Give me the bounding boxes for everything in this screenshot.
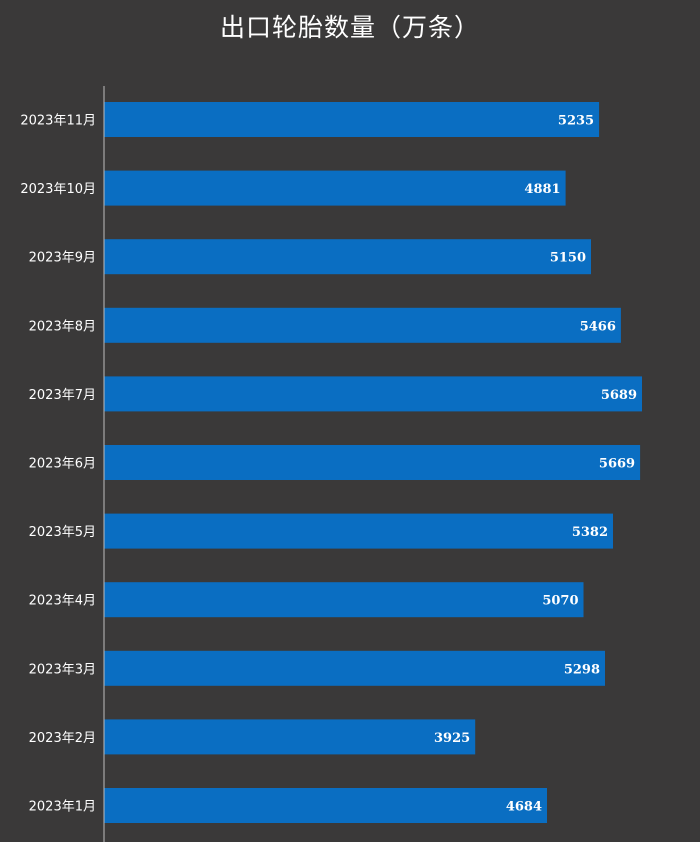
data-label: 5382 [572, 525, 608, 540]
y-tick-label: 2023年3月 [29, 662, 96, 677]
bar [104, 102, 600, 137]
bar [104, 513, 613, 549]
chart-title: 出口轮胎数量（万条） [219, 13, 480, 42]
data-label: 4684 [506, 800, 542, 815]
y-tick-label: 2023年2月 [29, 731, 96, 746]
data-label: 5235 [558, 114, 594, 129]
bar [104, 650, 605, 686]
bar [104, 307, 621, 343]
y-tick-label: 2023年9月 [29, 251, 96, 266]
data-label: 5150 [550, 251, 586, 266]
data-label: 5298 [564, 662, 600, 677]
bars-layer [104, 102, 642, 823]
y-tick-label: 2023年6月 [29, 457, 96, 472]
y-tick-label: 2023年8月 [29, 319, 96, 334]
data-label: 5070 [542, 594, 578, 609]
data-label: 3925 [434, 731, 470, 746]
bar [104, 239, 591, 275]
labels-layer: 5235 2023年11月 4881 2023年10月 5150 2023年9月 5466 2… [20, 114, 637, 815]
data-label: 5669 [599, 457, 635, 472]
data-label: 5689 [601, 388, 637, 403]
bar [104, 719, 476, 755]
data-label: 5466 [580, 319, 616, 334]
y-tick-label: 2023年7月 [29, 388, 96, 403]
y-tick-label: 2023年4月 [29, 594, 96, 609]
bar [104, 445, 641, 480]
bar [104, 582, 584, 618]
bar [104, 788, 547, 823]
y-tick-label: 2023年11月 [20, 114, 96, 129]
bar [104, 376, 642, 412]
data-label: 4881 [524, 182, 560, 197]
bar [104, 170, 566, 206]
y-tick-label: 2023年10月 [20, 182, 96, 197]
y-tick-label: 2023年1月 [29, 800, 96, 815]
y-tick-label: 2023年5月 [29, 525, 96, 540]
